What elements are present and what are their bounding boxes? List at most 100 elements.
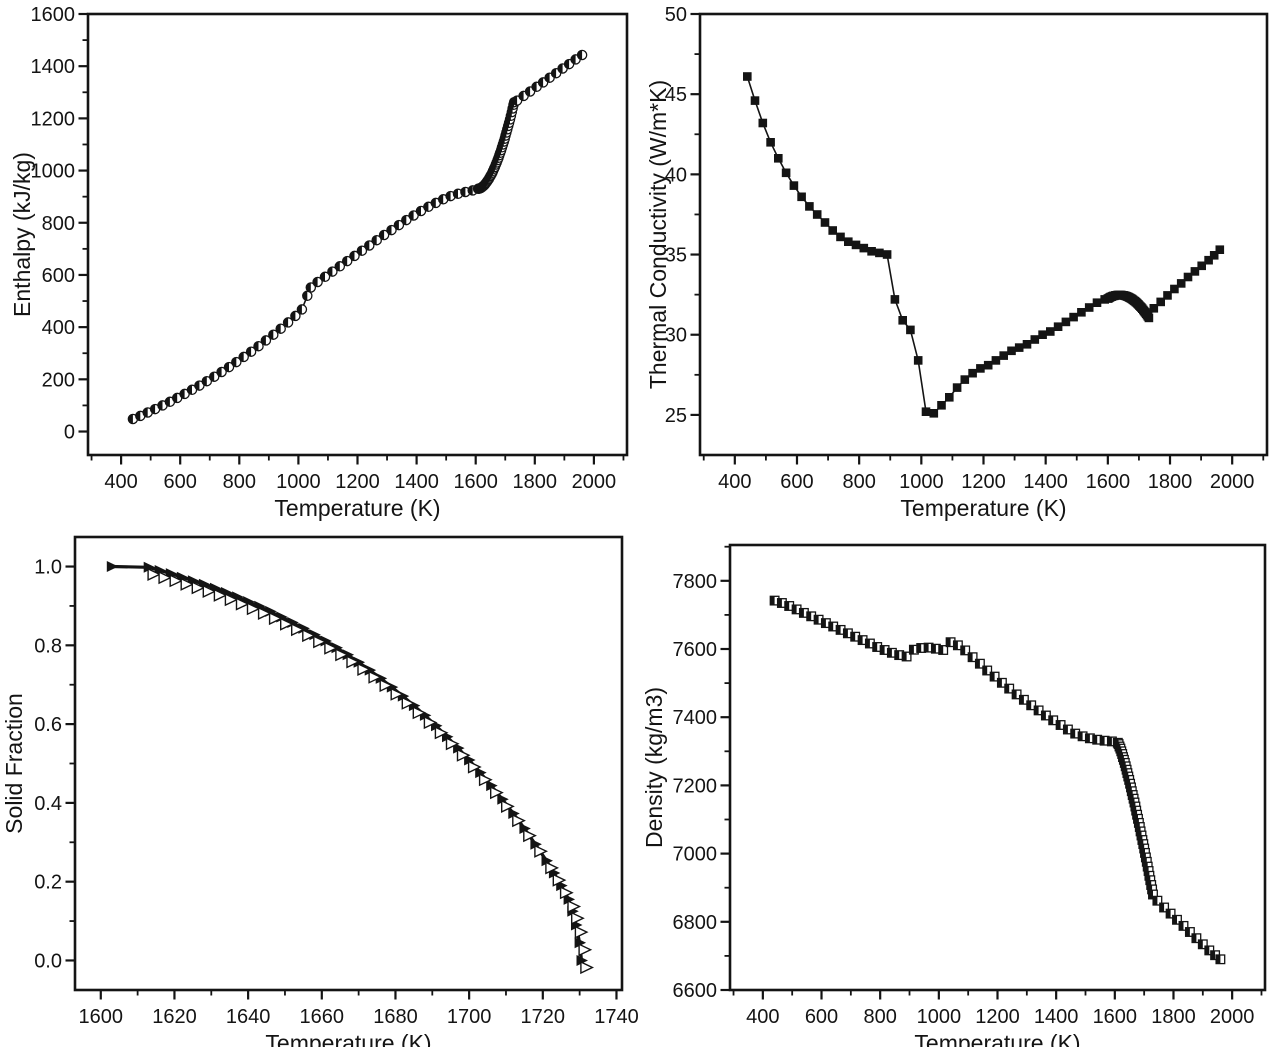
data-point-marker [346,655,361,669]
data-point-marker [952,383,962,392]
x-tick-label: 1200 [335,471,380,493]
data-point-marker [974,658,985,669]
data-point-marker [890,295,900,304]
x-tick-label: 1000 [276,471,321,493]
data-series-solid-fraction-filled [106,561,588,966]
data-point-marker [580,960,595,975]
x-tick-label: 400 [718,471,751,493]
data-point-marker [464,754,476,766]
data-point-marker [1004,683,1015,694]
data-point-marker [571,911,585,925]
x-tick-label: 600 [164,471,197,493]
data-point-marker [867,247,876,256]
data-point-marker [364,664,377,676]
data-point-marker [408,210,419,221]
y-tick-label: 0.4 [34,793,62,815]
data-point-marker [552,873,567,887]
data-point-marker [390,687,405,701]
data-point-marker [371,234,382,246]
x-tick-label: 800 [863,1006,896,1028]
data-point-marker [478,773,493,787]
data-point-marker [530,838,542,850]
y-tick-label: 0.2 [34,872,62,894]
data-point-marker [260,335,272,346]
data-point-marker [1069,312,1078,322]
x-tick-label: 1600 [1093,1006,1138,1028]
data-point-marker [1007,346,1016,356]
y-tick-label: 1000 [31,161,76,183]
data-point-marker [999,351,1008,360]
y-tick-label: 6800 [673,912,718,934]
data-point-marker [906,325,915,335]
data-point-marker [1156,297,1165,307]
x-tick-label: 1200 [961,471,1006,493]
panel-density-chart: 400 600 800 1000 1200 1400 1600 1800 2000 6600 680… [640,523,1280,1047]
x-tick-label: 1700 [447,1006,492,1028]
data-point-marker [309,629,321,641]
data-point-marker [147,567,162,582]
data-point-marker [257,606,272,621]
data-point-marker [1077,308,1086,317]
data-point-marker [523,828,537,843]
data-point-marker [171,392,183,404]
data-point-marker [319,271,331,283]
data-point-marker [434,726,449,740]
y-axis-title: Solid Fraction [1,693,27,834]
data-point-marker [1165,908,1176,919]
data-point-marker [445,737,460,751]
data-point-marker [1061,317,1071,327]
y-tick-label: 7000 [673,844,718,866]
x-tick-label: 1800 [1151,1006,1196,1028]
data-point-marker [331,642,343,654]
data-point-marker [1178,920,1189,931]
data-point-marker [559,886,574,900]
data-point-marker [253,340,264,352]
data-point-marker [1190,267,1200,276]
y-axis-title: Density (kg/m3) [641,687,667,848]
x-tick-label: 2000 [1210,471,1255,493]
data-series-solid-fraction-open [147,567,595,975]
data-point-marker [937,401,946,410]
data-point-marker [430,197,442,209]
data-point-marker [312,276,323,288]
x-tick-label: 1000 [899,471,944,493]
data-point-marker [898,316,907,325]
data-point-marker [982,665,993,676]
data-point-marker [578,943,593,957]
x-tick-label: 600 [805,1006,838,1028]
panel-thermal-conductivity-chart: 400 600 800 1000 1200 1400 1600 1800 2000 25 30 35 4… [640,0,1280,523]
y-tick-label: 7400 [673,707,718,729]
data-point-marker [508,808,520,819]
data-point-marker [334,261,346,272]
data-point-marker [246,602,261,616]
data-point-marker [1149,304,1159,313]
x-tick-label: 400 [104,471,137,493]
data-point-marker [1144,313,1154,323]
data-point-marker [576,49,588,61]
data-point-marker [341,255,353,267]
data-point-marker [467,760,482,774]
data-point-marker [1084,303,1094,312]
x-tick-label: 1660 [300,1006,345,1028]
data-point-marker [960,375,970,384]
y-tick-label: 0.6 [34,714,62,736]
y-tick-label: 600 [42,265,75,287]
data-point-marker [534,844,549,858]
data-point-marker [851,240,861,250]
data-point-marker [774,154,783,163]
x-tick-label: 1800 [513,471,558,493]
x-tick-label: 1600 [79,1006,124,1028]
data-point-marker [828,226,837,235]
data-series-thermal-conductivity [743,72,1225,418]
y-tick-label: 200 [42,369,75,391]
data-point-marker [378,229,390,241]
data-point-marker [519,823,531,834]
data-point-marker [490,785,504,800]
data-point-marker [574,937,587,949]
data-point-marker [368,670,383,684]
data-point-marker [1152,895,1163,906]
data-point-marker [1204,255,1213,265]
y-tick-label: 1600 [31,4,76,26]
data-point-marker [223,361,235,373]
data-point-marker [1184,927,1195,937]
